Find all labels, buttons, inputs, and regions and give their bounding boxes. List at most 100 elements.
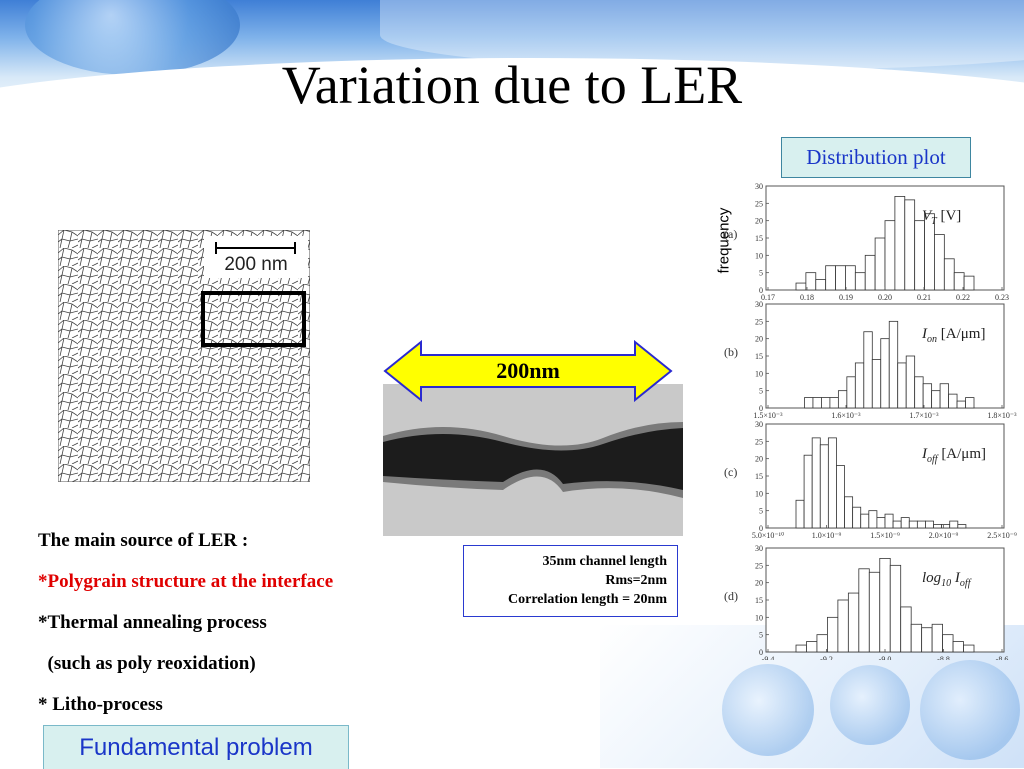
scale-bar-background [204,236,308,278]
x-tick-label: -9.2 [820,655,833,660]
histogram-bar [812,397,822,409]
y-tick-label: 10 [755,369,763,378]
histogram-bar [825,265,836,291]
histogram-bar [884,513,894,529]
x-tick-label: 1.6×10⁻³ [831,411,861,420]
x-tick-label: 1.5×10⁻³ [753,411,783,420]
histogram-bar [934,234,945,291]
histogram-bar [854,362,865,409]
x-tick-label: -9.4 [762,655,775,660]
globe-icon [722,664,814,756]
histogram-bar [868,510,878,529]
simulation-parameters-box: 35nm channel length Rms=2nm Correlation … [463,545,678,617]
y-tick-label: 20 [755,335,763,344]
y-tick-label: 25 [755,199,763,208]
series-label: Ioff [A/μm] [921,446,986,465]
histogram-bar [827,437,837,529]
ler-sources-list: The main source of LER : *Polygrain stru… [38,520,333,725]
y-tick-label: 30 [755,182,763,191]
histogram-bar [921,627,933,653]
histogram-bar [829,397,839,409]
x-tick-label: 2.0×10⁻⁹ [929,531,959,540]
x-tick-label: 0.17 [761,293,775,302]
y-tick-label: 0 [759,286,763,295]
histogram-bar [804,397,814,409]
y-tick-label: 15 [755,352,763,361]
histogram-bar [795,282,807,291]
panel-label: (b) [724,345,738,359]
y-tick-label: 20 [755,579,763,588]
x-tick-label: 1.5×10⁻⁹ [870,531,900,540]
histogram-bar [914,220,925,291]
info-line: 35nm channel length [542,554,667,569]
source-item: (such as poly reoxidation) [38,653,256,674]
x-tick-label: 1.0×10⁻⁹ [812,531,842,540]
source-item: *Polygrain structure at the interface [38,571,334,592]
x-tick-label: 0.21 [917,293,931,302]
histogram-bar [957,524,967,529]
histogram-bar [854,272,866,291]
sources-heading: The main source of LER : [38,530,249,551]
info-line: Rms=2nm [605,573,667,588]
histogram-bar [952,641,964,653]
y-tick-label: 30 [755,544,763,553]
histogram-bar [864,254,876,291]
scale-bar-label: 200 nm [224,254,287,275]
y-tick-label: 10 [755,613,763,622]
y-tick-label: 20 [755,217,763,226]
x-tick-label: 0.23 [995,293,1009,302]
y-tick-label: 30 [755,420,763,429]
width-arrow [383,340,673,402]
histogram-bar [811,437,821,529]
y-tick-label: 5 [759,631,763,640]
histogram-bar [925,520,934,529]
y-tick-label: 5 [759,507,763,516]
y-tick-label: 25 [755,561,763,570]
y-tick-label: 15 [755,472,763,481]
histogram-bar [876,517,886,529]
histogram-bar [821,397,831,409]
histogram-bar [910,623,923,653]
histogram-bar [836,465,845,529]
histogram-bar [933,524,943,529]
y-tick-label: 10 [755,251,763,260]
page-title: Variation due to LER [281,55,743,115]
histogram-bar [888,320,899,409]
histogram-bar [892,520,902,529]
y-tick-label: 25 [755,317,763,326]
y-tick-label: 0 [759,404,763,413]
y-tick-label: 0 [759,524,763,533]
histogram-bar [852,506,862,529]
zoom-region-box [201,291,306,347]
histogram-bar [884,220,896,291]
header-banner [0,0,1024,125]
source-item: *Thermal annealing process [38,612,267,633]
histogram-bar [795,499,805,529]
x-tick-label: 5.0×10⁻¹⁰ [752,531,784,540]
histogram-bar [871,359,882,409]
y-tick-label: 15 [755,596,763,605]
info-line: Correlation length = 20nm [508,592,667,607]
x-tick-label: 0.22 [956,293,970,302]
histogram-bar [815,279,827,291]
x-tick-label: 1.7×10⁻³ [909,411,939,420]
histogram-bar [837,390,848,409]
histogram-bar [943,258,955,291]
histogram-bar [900,606,912,653]
histogram-bar [846,376,856,409]
y-tick-label: 15 [755,234,763,243]
y-tick-label: 5 [759,387,763,396]
histogram-bar [847,592,860,653]
histogram-bar [806,641,818,653]
x-tick-label: 1.8×10⁻³ [987,411,1017,420]
histogram-bar [900,517,910,529]
histogram-bar [827,616,839,653]
histogram-bar [889,564,902,653]
histogram-bar [803,454,813,529]
histogram-bar [868,571,881,653]
histogram-bar [904,199,916,291]
histogram-bar [948,393,958,409]
polygrain-micrograph: 200 nm [58,230,310,482]
histogram-bar [905,355,916,409]
